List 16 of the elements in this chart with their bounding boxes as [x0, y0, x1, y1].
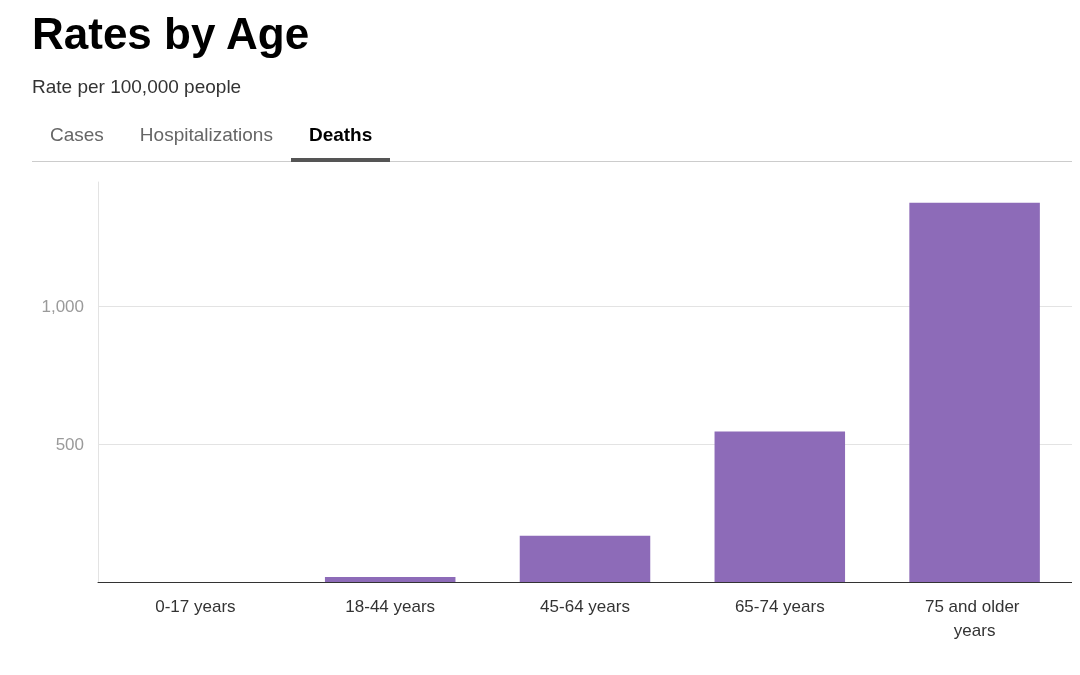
bar	[519, 535, 651, 582]
text: Hospitalizations	[138, 124, 274, 147]
chart-subtitle: Rate per 100,000 people	[32, 76, 243, 98]
chart-title: Rates by Age	[32, 8, 311, 60]
y-tick-label: 500	[55, 434, 84, 454]
x-tick-label: 75 and older years	[924, 596, 1025, 640]
x-tick-label: 45-64 years	[540, 596, 630, 616]
x-tick-label: 18-44 years	[345, 596, 436, 616]
y-tick-label: 1,000	[41, 296, 84, 316]
bar	[909, 202, 1040, 582]
x-tick-label: 65-74 years	[734, 596, 825, 616]
bar	[714, 431, 846, 582]
bar	[324, 577, 456, 582]
text: Cases	[49, 124, 105, 147]
text: Deaths	[290, 124, 391, 162]
x-tick-label: 0-17 years	[155, 596, 236, 616]
